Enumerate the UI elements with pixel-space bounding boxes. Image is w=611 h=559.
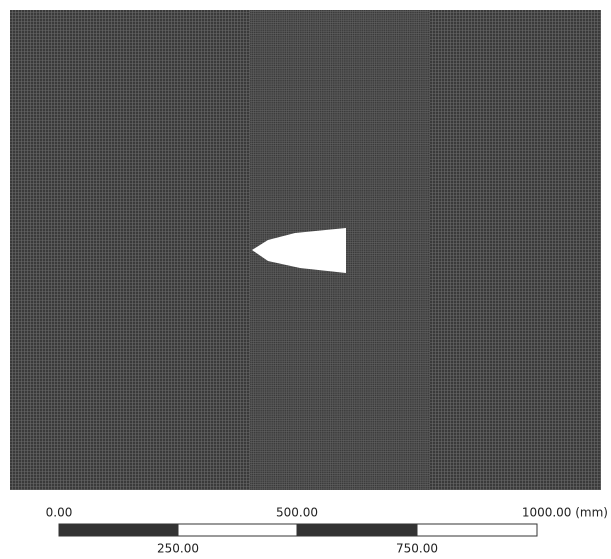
scale-segment xyxy=(296,523,418,537)
scale-segment xyxy=(58,523,179,537)
scale-segment xyxy=(416,523,538,537)
scale-label: 500.00 xyxy=(276,506,318,520)
body-geometry xyxy=(252,228,346,273)
scale-label: 750.00 xyxy=(396,542,438,556)
scale-segment xyxy=(177,523,298,537)
scale-label: 250.00 xyxy=(157,542,199,556)
scale-label: 1000.00 (mm) xyxy=(522,506,608,520)
scale-label: 0.00 xyxy=(46,506,73,520)
scale-bar: 0.00 500.00 1000.00 (mm) 250.00 750.00 xyxy=(46,506,608,556)
